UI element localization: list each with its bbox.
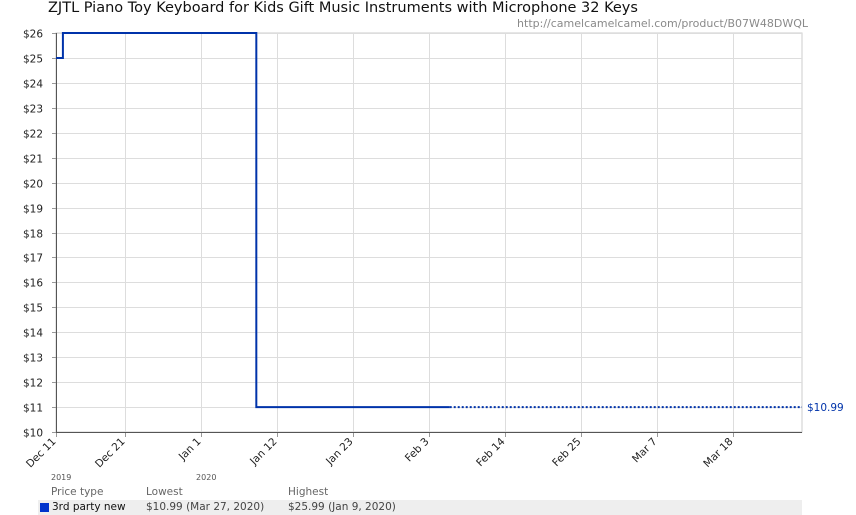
y-tick-label: $25 — [23, 54, 43, 66]
y-tick-label: $16 — [23, 278, 43, 290]
y-tick-label: $19 — [23, 204, 43, 216]
x-tick-label: Jan 1 — [176, 436, 204, 464]
y-tick-label: $24 — [23, 79, 43, 91]
x-tick-label: Feb 25 — [550, 436, 583, 469]
y-tick-label: $18 — [23, 229, 43, 241]
y-tick-label: $14 — [23, 328, 43, 340]
x-tick-label: Feb 14 — [474, 435, 508, 469]
legend-lowest-value: $10.99 (Mar 27, 2020) — [146, 501, 265, 513]
chart-title: ZJTL Piano Toy Keyboard for Kids Gift Mu… — [48, 0, 638, 16]
source-url[interactable]: http://camelcamelcamel.com/product/B07W4… — [517, 17, 808, 30]
x-tick-label: Dec 11 — [24, 436, 59, 471]
legend-header-type: Price type — [51, 486, 104, 498]
series-line — [56, 32, 450, 409]
series: $10.99 — [56, 32, 844, 414]
x-tick-label: Dec 21 — [93, 436, 128, 471]
y-tick-label: $17 — [23, 253, 43, 265]
year-label: 2020 — [196, 473, 216, 482]
y-tick-label: $26 — [23, 29, 43, 41]
legend-row[interactable]: 3rd party new $10.99 (Mar 27, 2020) $25.… — [38, 500, 802, 515]
x-tick-label: Jan 23 — [323, 436, 355, 468]
grid — [55, 32, 803, 433]
x-tick-label: Mar 7 — [630, 436, 660, 466]
legend-highest-value: $25.99 (Jan 9, 2020) — [288, 501, 396, 513]
y-tick-label: $11 — [23, 403, 43, 415]
y-tick-label: $23 — [23, 104, 43, 116]
y-tick-label: $15 — [23, 303, 43, 315]
legend-series-name: 3rd party new — [52, 501, 126, 513]
price-history-chart: $10 $11 $12 $13 $14 $15 $16 $17 $18 $19 $20 $21 $22 $… — [23, 29, 844, 483]
x-tick-label: Jan 12 — [247, 436, 279, 468]
year-label: 2019 — [51, 473, 71, 482]
current-price-label: $10.99 — [807, 402, 844, 414]
y-tick-label: $12 — [23, 378, 43, 390]
series-color-swatch — [40, 503, 49, 512]
y-tick-label: $21 — [23, 154, 43, 166]
y-axis: $10 $11 $12 $13 $14 $15 $16 $17 $18 $19 $20 $21 $22 $… — [23, 29, 57, 440]
x-tick-label: Feb 3 — [403, 436, 432, 465]
y-tick-label: $10 — [23, 428, 43, 440]
y-tick-label: $22 — [23, 129, 43, 141]
legend-table: Price type Lowest Highest 3rd party new … — [38, 486, 802, 515]
legend-header-lowest: Lowest — [146, 486, 183, 498]
y-tick-label: $13 — [23, 353, 43, 365]
x-tick-label: Mar 18 — [701, 436, 735, 470]
x-axis: Dec 11 Dec 21 Jan 1 Jan 12 Jan 23 Feb 3 Feb 14… — [24, 432, 802, 482]
legend-header-highest: Highest — [288, 486, 329, 498]
legend-header-row: Price type Lowest Highest — [38, 486, 802, 500]
y-tick-label: $20 — [23, 179, 43, 191]
